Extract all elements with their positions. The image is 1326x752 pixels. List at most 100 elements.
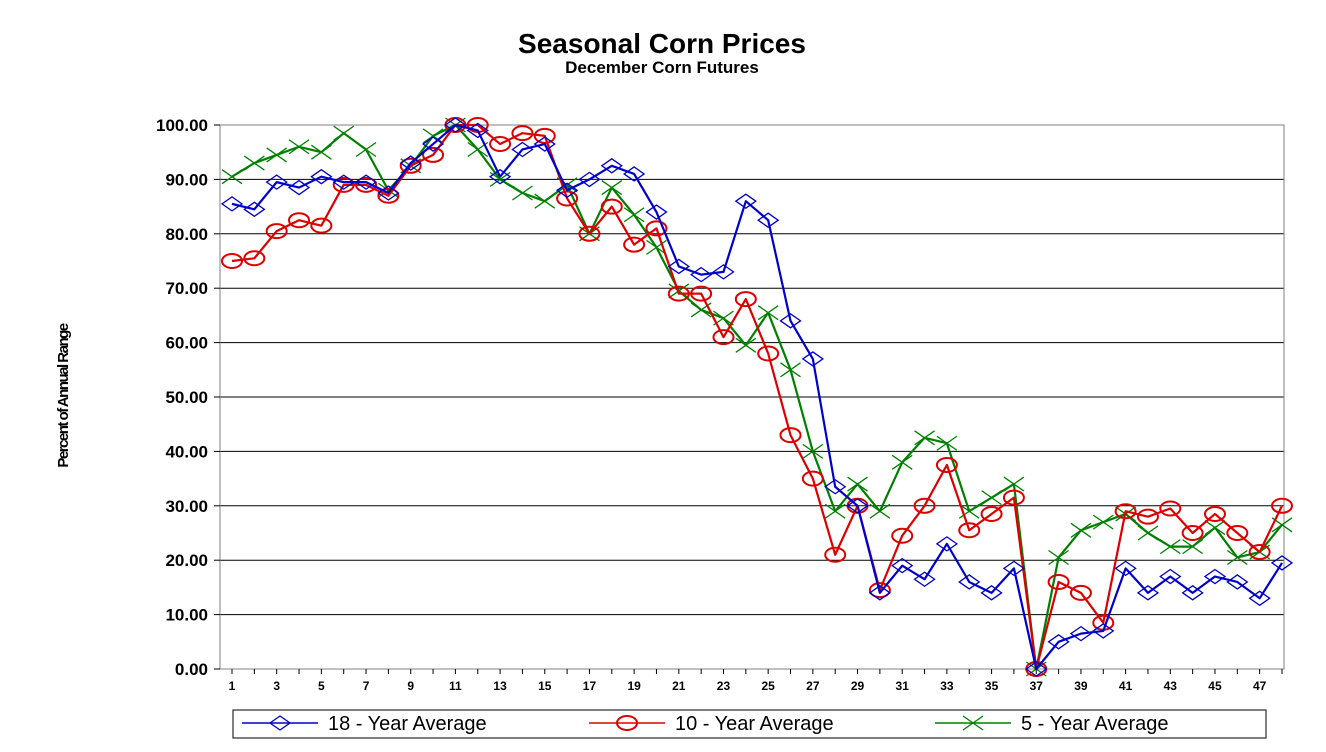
data-point (735, 337, 757, 353)
data-point (623, 236, 646, 253)
y-tick-label: 10.00 (165, 606, 208, 625)
data-point (1159, 500, 1182, 517)
data-point (824, 503, 846, 519)
data-point (958, 503, 980, 519)
data-point (780, 362, 801, 378)
chart-subtitle: December Corn Futures (565, 58, 759, 77)
data-point (1002, 489, 1025, 506)
data-point (891, 557, 914, 574)
legend: 18 - Year Average 10 - Year Average 5 - Ye… (232, 709, 1267, 739)
x-tick-label: 31 (896, 679, 910, 693)
data-point (824, 478, 847, 495)
data-point (1069, 584, 1092, 601)
data-point (1092, 514, 1114, 530)
data-point (1204, 520, 1226, 536)
data-point (288, 212, 311, 229)
y-tick-label: 80.00 (165, 225, 208, 244)
data-point (1069, 625, 1093, 642)
data-point (466, 122, 489, 139)
data-point (712, 329, 735, 346)
data-point (422, 128, 444, 144)
x-tick-label: 7 (363, 679, 370, 693)
data-point (645, 220, 668, 237)
data-point (868, 585, 892, 601)
data-point (288, 139, 310, 155)
data-point (1203, 568, 1227, 585)
x-tick-label: 11 (449, 679, 462, 693)
data-point (1181, 525, 1204, 541)
data-point (667, 258, 690, 275)
data-point (824, 546, 847, 563)
legend-marker (616, 715, 638, 731)
legend-item: 18 - Year Average (242, 713, 487, 735)
data-point (913, 497, 936, 514)
data-point (690, 285, 713, 302)
data-point (779, 427, 802, 444)
x-tick-label: 45 (1208, 679, 1222, 693)
x-tick-label: 17 (583, 679, 597, 693)
legend-marker (268, 715, 292, 731)
data-point (243, 250, 266, 267)
data-point (578, 171, 601, 188)
data-point (601, 180, 623, 196)
data-point (690, 266, 713, 283)
data-point (936, 435, 958, 451)
data-point (891, 527, 914, 544)
y-axis-ticks: 0.00 10.00 20.00 30.00 40.00 50.00 60.00 70.00 8… (156, 116, 220, 679)
x-tick-label: 41 (1119, 679, 1133, 693)
data-point (1271, 497, 1293, 514)
data-point (1003, 476, 1025, 492)
series-layer (220, 117, 1294, 677)
data-point (801, 470, 824, 487)
data-point (1226, 574, 1249, 590)
data-point (1114, 503, 1137, 520)
data-point (734, 291, 757, 308)
data-point (377, 185, 400, 201)
data-point (1226, 549, 1248, 566)
data-point (779, 313, 802, 329)
data-point (1025, 661, 1048, 677)
data-point (1002, 560, 1026, 577)
data-point (1159, 568, 1182, 585)
data-point (578, 225, 601, 242)
x-tick-label: 37 (1030, 679, 1044, 693)
legend-item: 5 - Year Average (935, 713, 1169, 735)
legend-label: 18 - Year Average (328, 713, 487, 735)
data-point (623, 207, 645, 223)
data-point (444, 117, 467, 133)
data-point (646, 239, 667, 255)
data-point (355, 176, 378, 193)
y-tick-label: 70.00 (165, 279, 208, 298)
data-point (1182, 539, 1204, 555)
x-tick-label: 23 (717, 679, 731, 693)
data-point (377, 187, 400, 204)
x-tick-label: 1 (229, 679, 236, 693)
legend-marker (962, 715, 984, 731)
data-point (333, 125, 355, 141)
x-tick-label: 21 (672, 679, 686, 693)
data-point (1070, 522, 1092, 538)
data-point (935, 536, 959, 552)
data-point (622, 166, 646, 182)
data-point (533, 127, 556, 144)
data-point (1114, 560, 1137, 577)
data-point (600, 158, 623, 174)
data-point (958, 574, 981, 590)
gridlines (220, 178, 1284, 670)
data-point (1248, 590, 1271, 607)
series-18-year-average (220, 117, 1294, 677)
x-tick-label: 15 (538, 679, 552, 693)
data-point (1047, 573, 1070, 590)
data-point (914, 430, 935, 446)
data-point (1181, 585, 1204, 601)
data-point (667, 285, 690, 302)
data-point (1136, 508, 1159, 525)
data-point (243, 201, 266, 218)
data-point (757, 212, 780, 228)
data-point (1047, 634, 1070, 650)
x-tick-label: 25 (761, 679, 775, 693)
x-tick-label: 35 (985, 679, 999, 693)
data-point (600, 198, 623, 215)
y-tick-label: 30.00 (165, 497, 208, 516)
